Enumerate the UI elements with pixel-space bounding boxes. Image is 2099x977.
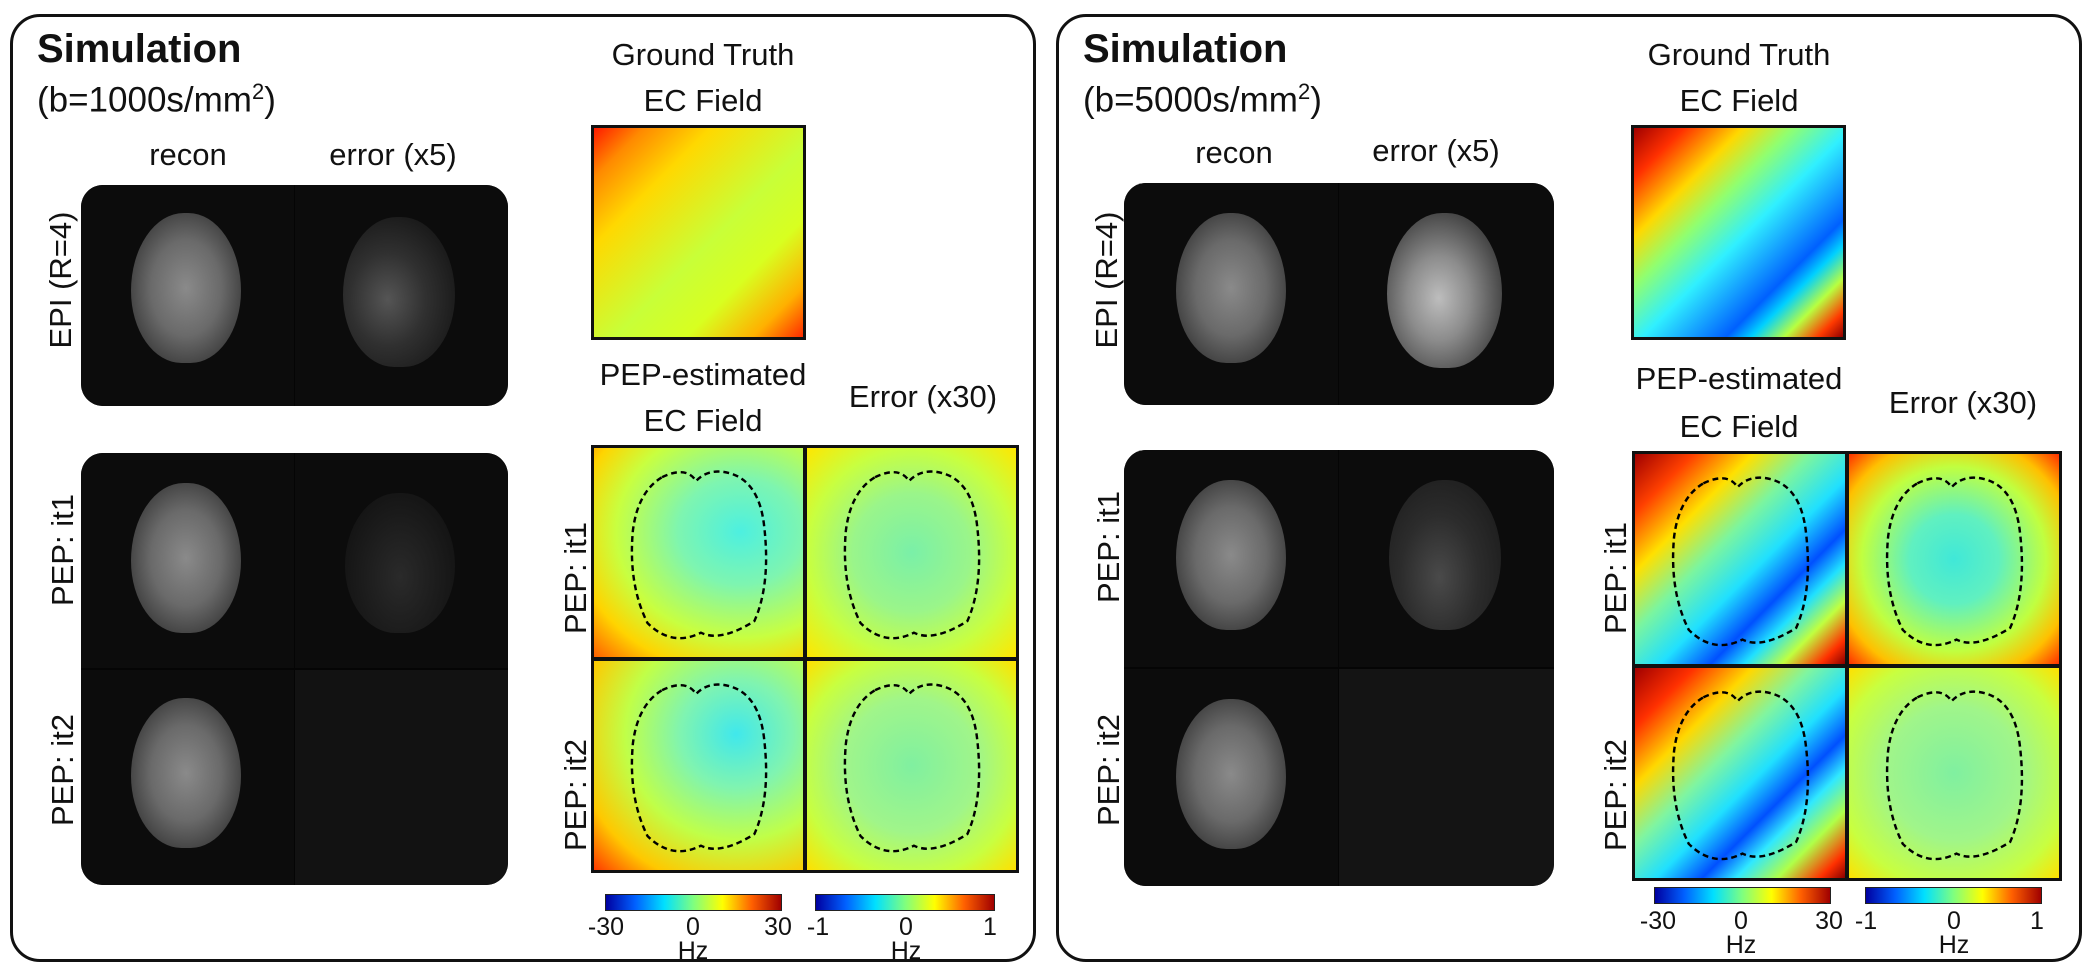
gt-title-line1: Ground Truth [1647, 37, 1831, 72]
cbar1-unit: Hz [1725, 931, 1757, 959]
error-it2-field [804, 658, 1019, 873]
error-map [1389, 480, 1501, 630]
brain-image [1176, 213, 1286, 363]
pep-it1-field [1632, 451, 1848, 667]
gt-title-line2: EC Field [643, 83, 763, 118]
pep-image-grid [1124, 450, 1554, 886]
brain-image [131, 483, 241, 633]
cbar1-min: -30 [587, 913, 625, 941]
brain-outline-dashed [630, 683, 768, 853]
brain-outline-dashed [843, 683, 981, 853]
pep-it1-field [591, 445, 806, 660]
error-field-title: Error (x30) [848, 379, 998, 414]
row-label-epi: EPI (R=4) [1089, 211, 1124, 349]
error-it1-field [1846, 451, 2062, 667]
brain-image [1176, 699, 1286, 849]
colorbar-error [815, 894, 995, 911]
pep-it1-recon-tile [81, 453, 294, 668]
error-it1-field [804, 445, 1019, 660]
brain-image [1176, 480, 1286, 630]
colorbar-error [1865, 887, 2042, 904]
epi-recon-tile [1124, 183, 1338, 405]
pep-it2-error-tile [295, 670, 508, 885]
epi-error-tile [1339, 183, 1554, 405]
row-label-pep-it2: PEP: it2 [1091, 714, 1126, 826]
error-map [343, 217, 455, 367]
cbar1-unit: Hz [677, 937, 709, 965]
ground-truth-ec-field [591, 125, 806, 340]
panel-b5000: Simulation (b=5000s/mm2) recon error (x5… [1056, 14, 2082, 962]
panel-b1000: Simulation (b=1000s/mm2) recon error (x5… [10, 14, 1036, 965]
cbar1-mid: 0 [686, 913, 700, 941]
pep-image-grid [81, 453, 508, 885]
pep-field-title-line1: PEP-estimated [1635, 361, 1843, 396]
brain-outline-dashed [1885, 476, 2024, 647]
error-field-title: Error (x30) [1888, 385, 2038, 420]
gt-title-line2: EC Field [1679, 83, 1799, 118]
brain-outline-dashed [1885, 690, 2024, 861]
col-label-error: error (x5) [329, 137, 457, 172]
pep-it1-error-tile [1339, 450, 1554, 667]
pep-it2-error-tile [1339, 669, 1554, 886]
panel-title: Simulation [37, 27, 242, 71]
cbar2-max: 1 [983, 913, 997, 941]
pep-it2-field [591, 658, 806, 873]
panel-title: Simulation [1083, 27, 1288, 71]
cbar2-unit: Hz [890, 937, 922, 965]
pep-it2-field [1632, 665, 1848, 881]
row-label-pep-it1: PEP: it1 [1091, 491, 1126, 603]
brain-image [131, 698, 241, 848]
error-it2-field [1846, 665, 2062, 881]
field-row-label-it1: PEP: it1 [1598, 522, 1633, 634]
b-value-label: (b=1000s/mm2) [37, 79, 276, 120]
epi-image-pair [1124, 183, 1554, 405]
cbar2-min: -1 [1854, 907, 1878, 935]
brain-outline-dashed [1671, 690, 1810, 861]
brain-outline-dashed [630, 470, 768, 640]
cbar2-mid: 0 [1947, 907, 1961, 935]
row-label-pep-it1: PEP: it1 [45, 494, 80, 606]
cbar1-min: -30 [1639, 907, 1677, 935]
cbar1-max: 30 [1815, 907, 1843, 935]
pep-field-title-line2: EC Field [1679, 409, 1799, 444]
cbar2-unit: Hz [1938, 931, 1970, 959]
ground-truth-ec-field [1631, 125, 1846, 340]
pep-it1-recon-tile [1124, 450, 1338, 667]
field-row-label-it1: PEP: it1 [558, 522, 593, 634]
pep-it2-recon-tile [81, 670, 294, 885]
epi-error-tile [295, 185, 508, 406]
field-row-label-it2: PEP: it2 [558, 739, 593, 851]
row-label-epi: EPI (R=4) [43, 211, 78, 349]
brain-image [131, 213, 241, 363]
field-row-label-it2: PEP: it2 [1598, 739, 1633, 851]
col-label-recon: recon [149, 137, 227, 172]
b-value-label: (b=5000s/mm2) [1083, 79, 1322, 120]
error-map [345, 493, 455, 633]
colorbar-field [1654, 887, 1831, 904]
col-label-recon: recon [1195, 135, 1273, 170]
brain-outline-dashed [843, 470, 981, 640]
epi-recon-tile [81, 185, 294, 406]
cbar2-max: 1 [2030, 907, 2044, 935]
pep-field-title-line1: PEP-estimated [599, 357, 807, 392]
cbar2-mid: 0 [899, 913, 913, 941]
gt-title-line1: Ground Truth [611, 37, 795, 72]
cbar1-max: 30 [764, 913, 792, 941]
pep-it2-recon-tile [1124, 669, 1338, 886]
cbar2-min: -1 [806, 913, 830, 941]
brain-outline-dashed [1671, 476, 1810, 647]
col-label-error: error (x5) [1372, 133, 1500, 168]
row-label-pep-it2: PEP: it2 [45, 714, 80, 826]
colorbar-field [605, 894, 782, 911]
epi-image-pair [81, 185, 508, 406]
pep-field-title-line2: EC Field [643, 403, 763, 438]
error-map [1387, 213, 1502, 368]
pep-it1-error-tile [295, 453, 508, 668]
cbar1-mid: 0 [1734, 907, 1748, 935]
